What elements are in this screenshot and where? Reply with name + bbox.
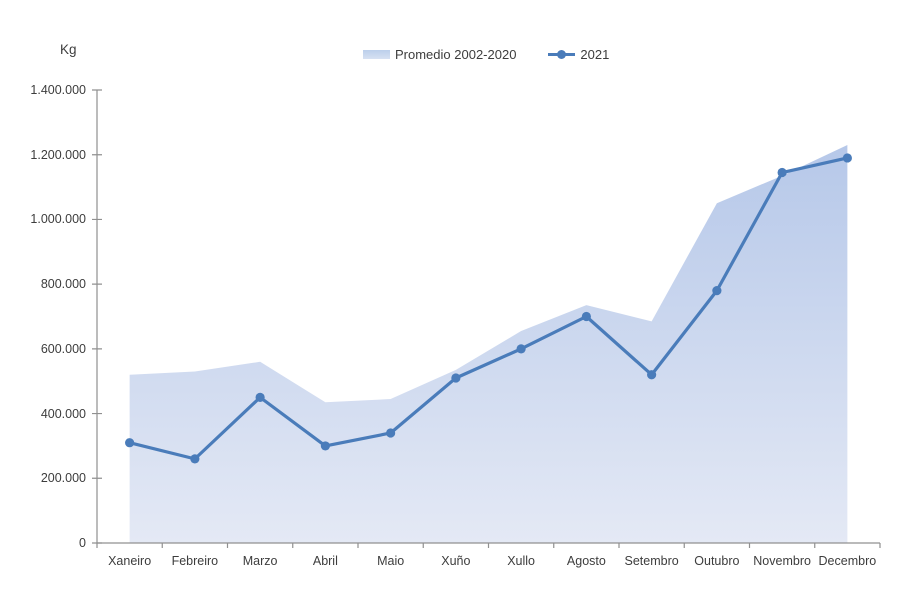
legend-item-2021: 2021 [548, 47, 609, 62]
data-point-marker [842, 153, 852, 163]
data-point-marker [647, 370, 657, 380]
x-tick-label: Abril [312, 554, 338, 568]
data-point-marker [255, 392, 265, 402]
promedio-area-series [129, 145, 848, 543]
x-tick-label: Febreiro [171, 554, 219, 568]
data-point-marker [581, 311, 591, 322]
line-swatch-icon [548, 49, 576, 59]
x-tick-label: Agosto [566, 554, 606, 568]
x-tick-label: Setembro [624, 554, 679, 568]
data-point-marker [320, 441, 330, 451]
data-point-marker [386, 428, 396, 438]
legend-label-promedio: Promedio 2002-2020 [395, 46, 517, 62]
x-tick-label: Xaneiro [108, 554, 152, 568]
data-point-marker [712, 286, 722, 296]
x-tick-label: Xullo [507, 554, 536, 568]
data-point-marker [125, 438, 135, 448]
area-swatch-icon [363, 49, 390, 59]
y-tick-label: 600.000 [40, 341, 86, 356]
legend-label-2021: 2021 [580, 46, 610, 62]
y-tick-label: 1.000.000 [30, 212, 86, 227]
x-tick-label: Maio [377, 554, 405, 568]
legend: Promedio 2002-2020 2021 [363, 44, 609, 64]
data-point-marker [190, 454, 200, 464]
x-tick-label: Xuño [441, 554, 471, 568]
x-axis-ticks [96, 543, 881, 548]
legend-item-promedio: Promedio 2002-2020 [363, 47, 516, 62]
y-tick-label: 0 [79, 536, 86, 550]
x-tick-label: Marzo [242, 554, 278, 568]
x-tick-label: Novembro [753, 554, 811, 568]
x-tick-label: Outubro [694, 554, 740, 568]
y-tick-label: 800.000 [40, 277, 86, 292]
data-point-marker [516, 344, 526, 354]
y-axis-title: Kg [60, 42, 77, 57]
data-point-marker [777, 167, 787, 178]
x-tick-label: Decembro [818, 554, 877, 568]
y-tick-label: 1.400.000 [30, 83, 86, 97]
data-point-marker [451, 373, 461, 383]
y-tick-label: 400.000 [40, 406, 86, 421]
y-tick-label: 1.200.000 [30, 147, 86, 162]
line-2021-series [128, 156, 849, 461]
line-swatch-marker-icon [557, 49, 567, 59]
y-tick-label: 200.000 [40, 471, 86, 486]
